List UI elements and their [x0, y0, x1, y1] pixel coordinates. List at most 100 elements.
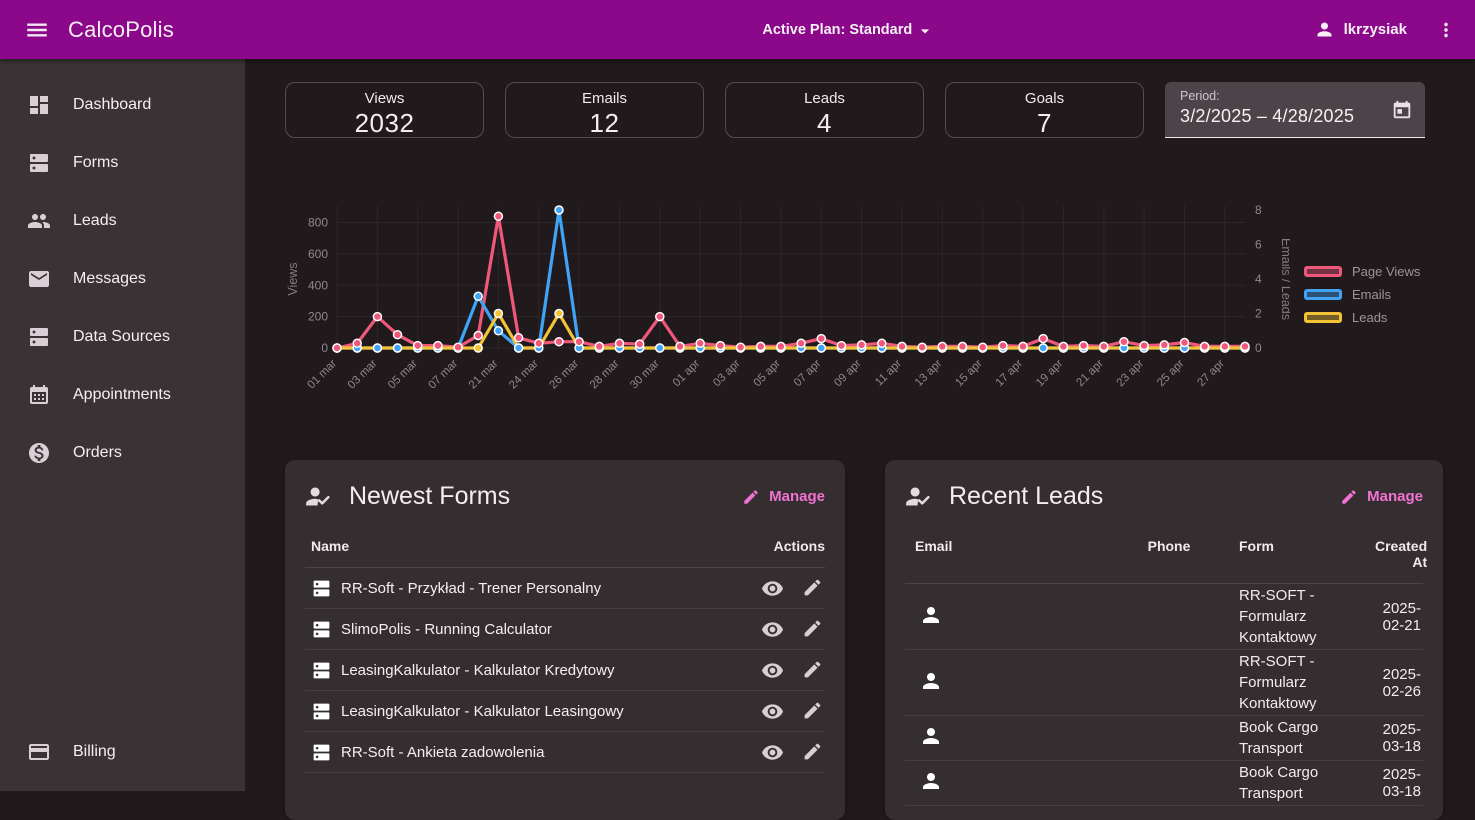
calendar-range-icon[interactable]	[1391, 99, 1413, 121]
view-form-button[interactable]	[761, 577, 784, 600]
column-phone: Phone	[1099, 538, 1239, 570]
person-icon	[919, 669, 943, 693]
leads-table-body: RR-SOFT - Formularz Kontaktowy2025-02-21…	[905, 584, 1423, 806]
svg-text:6: 6	[1255, 238, 1262, 252]
stat-label: Goals	[946, 90, 1143, 107]
manage-forms-button[interactable]: Manage	[742, 488, 825, 506]
view-form-button[interactable]	[761, 741, 784, 764]
active-plan-label: Active Plan: Standard	[762, 22, 912, 38]
person-icon	[919, 603, 943, 627]
stat-value: 12	[506, 108, 703, 139]
view-form-button[interactable]	[761, 618, 784, 641]
svg-text:23 apr: 23 apr	[1115, 358, 1147, 390]
calendar-icon	[27, 383, 51, 407]
svg-text:17 apr: 17 apr	[994, 358, 1026, 390]
svg-text:4: 4	[1255, 272, 1262, 286]
data-sources-icon	[27, 325, 51, 349]
view-form-button[interactable]	[761, 700, 784, 723]
chevron-down-icon	[915, 21, 935, 41]
lead-email	[915, 724, 1099, 752]
period-picker[interactable]: Period: 3/2/2025 – 4/28/2025	[1165, 82, 1425, 138]
newest-forms-panel: Newest Forms Manage Name Actions RR-Soft…	[285, 460, 845, 820]
recent-leads-header: Recent Leads Manage	[905, 475, 1423, 511]
sidebar-item-data-sources[interactable]: Data Sources	[0, 308, 245, 366]
column-actions: Actions	[733, 538, 825, 554]
svg-text:15 apr: 15 apr	[953, 358, 985, 390]
person-icon	[919, 724, 943, 748]
form-icon	[311, 701, 332, 722]
form-actions	[733, 741, 825, 764]
sidebar-item-label: Dashboard	[73, 96, 151, 114]
svg-text:19 apr: 19 apr	[1034, 358, 1066, 390]
view-form-button[interactable]	[761, 659, 784, 682]
sidebar-item-appointments[interactable]: Appointments	[0, 366, 245, 424]
form-actions	[733, 700, 825, 723]
stat-value: 7	[946, 108, 1143, 139]
svg-text:28 mar: 28 mar	[588, 358, 622, 392]
sidebar-item-label: Appointments	[73, 386, 171, 404]
pencil-icon	[1340, 488, 1358, 506]
svg-text:24 mar: 24 mar	[507, 358, 541, 392]
period-value: 3/2/2025 – 4/28/2025	[1180, 106, 1381, 127]
lead-created-at: 2025-03-18	[1375, 766, 1423, 800]
form-row: RR-Soft - Ankieta zadowolenia	[305, 732, 825, 773]
legend-swatch	[1304, 289, 1342, 300]
svg-text:03 apr: 03 apr	[711, 358, 743, 390]
svg-text:07 apr: 07 apr	[792, 358, 824, 390]
app-title: CalcoPolis	[68, 17, 174, 43]
form-name: LeasingKalkulator - Kalkulator Kredytowy	[341, 662, 733, 679]
menu-icon[interactable]	[24, 17, 50, 43]
sidebar-item-label: Data Sources	[73, 328, 170, 346]
credit-card-icon	[27, 740, 51, 764]
column-created-at: Created At	[1375, 538, 1427, 570]
form-name: SlimoPolis - Running Calculator	[341, 621, 733, 638]
person-check-icon	[905, 483, 932, 510]
edit-form-button[interactable]	[802, 618, 823, 639]
app-shell: DashboardFormsLeadsMessagesData SourcesA…	[0, 59, 1475, 791]
edit-form-button[interactable]	[802, 577, 823, 598]
svg-text:8: 8	[1255, 203, 1262, 217]
active-plan-dropdown[interactable]: Active Plan: Standard	[762, 19, 935, 41]
forms-icon	[27, 151, 51, 175]
svg-text:0: 0	[1255, 341, 1262, 355]
stat-cards: Views2032Emails12Leads4Goals7	[285, 82, 1144, 138]
form-row: SlimoPolis - Running Calculator	[305, 609, 825, 650]
svg-text:13 apr: 13 apr	[913, 358, 945, 390]
main-content: Views2032Emails12Leads4Goals7 Period: 3/…	[245, 59, 1475, 791]
kebab-menu-icon[interactable]	[1435, 19, 1457, 41]
stat-card-leads: Leads4	[725, 82, 924, 138]
sidebar-item-messages[interactable]: Messages	[0, 250, 245, 308]
manage-leads-button[interactable]: Manage	[1340, 488, 1423, 506]
edit-form-button[interactable]	[802, 659, 823, 680]
lead-row: RR-SOFT - Formularz Kontaktowy2025-02-21	[905, 584, 1423, 650]
recent-leads-title: Recent Leads	[949, 482, 1103, 511]
sidebar-item-dashboard[interactable]: Dashboard	[0, 76, 245, 134]
username: lkrzysiak	[1344, 21, 1407, 38]
sidebar-item-billing[interactable]: Billing	[0, 723, 245, 781]
edit-form-button[interactable]	[802, 741, 823, 762]
sidebar-item-leads[interactable]: Leads	[0, 192, 245, 250]
traffic-chart: 020040060080002468ViewsEmails / Leads01 …	[285, 196, 1290, 414]
form-name: LeasingKalkulator - Kalkulator Leasingow…	[341, 703, 733, 720]
user-menu[interactable]: lkrzysiak	[1314, 19, 1407, 40]
stat-label: Views	[286, 90, 483, 107]
edit-form-button[interactable]	[802, 700, 823, 721]
stat-value: 2032	[286, 108, 483, 139]
column-name: Name	[311, 538, 733, 554]
sidebar-item-orders[interactable]: Orders	[0, 424, 245, 482]
svg-text:27 apr: 27 apr	[1195, 358, 1227, 390]
form-name: RR-Soft - Przykład - Trener Personalny	[341, 580, 733, 597]
lead-created-at: 2025-02-21	[1375, 600, 1423, 634]
dollar-icon	[27, 441, 51, 465]
lead-row: RR-SOFT - Formularz Kontaktowy2025-02-26	[905, 650, 1423, 716]
person-icon	[919, 769, 943, 793]
svg-text:01 mar: 01 mar	[305, 358, 339, 392]
sidebar: Dashboard FormsLeadsMessages Data Sources A…	[0, 59, 245, 791]
sidebar-item-forms[interactable]: Forms	[0, 134, 245, 192]
manage-forms-label: Manage	[769, 488, 825, 505]
svg-text:26 mar: 26 mar	[547, 358, 581, 392]
stat-label: Leads	[726, 90, 923, 107]
app-root: CalcoPolis Active Plan: Standard lkrzysi…	[0, 0, 1475, 791]
form-actions	[733, 577, 825, 600]
lead-created-at: 2025-02-26	[1375, 666, 1423, 700]
